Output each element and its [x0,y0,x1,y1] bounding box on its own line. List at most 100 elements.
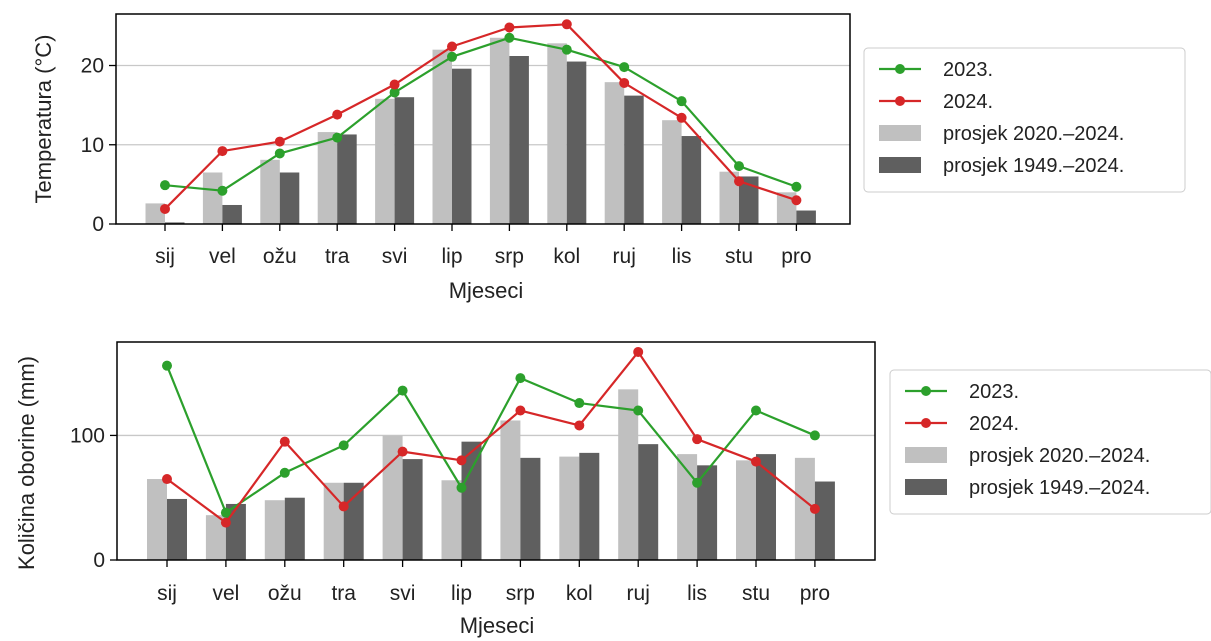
point-2024 [274,136,285,147]
point-2024 [791,195,802,206]
temperature-legend: 2023. 2024. prosjek 2020.–2024. prosjek 194… [863,47,1186,193]
bar-avg-2020-2024 [604,82,625,224]
x-tick-label-kol: kol [566,582,593,605]
point-2023 [633,405,644,416]
y-tick-label: 10 [81,134,104,157]
point-2023 [274,148,285,159]
legend-marker [921,386,931,396]
point-2023 [338,440,349,451]
point-2024 [217,146,228,157]
precipitation-bars [147,389,835,560]
x-tick-label-pro: pro [781,245,811,268]
precipitation-chart: 0 100 sij vel ožu tra svi lip srp kol ruj lis stu pro… [14,341,1211,638]
x-tick-label-lis: lis [672,245,692,268]
point-2024 [692,434,703,445]
precipitation-lines [162,346,820,528]
point-2024 [162,474,172,485]
point-2024 [456,455,467,466]
precipitation-x-axis-label: Mjeseci [460,613,535,638]
point-2023 [692,477,703,488]
legend-label-2023: 2023. [969,381,1019,403]
point-2024 [220,517,231,528]
bar-avg-2020-2024 [794,457,815,560]
bar-avg-2020-2024 [736,460,756,560]
bar-avg-1949-2024 [796,210,816,224]
point-2023 [574,398,585,409]
bar-avg-1949-2024 [394,97,415,224]
point-2023 [397,385,408,396]
point-2024 [389,79,400,90]
bar-avg-2020-2024 [719,171,739,224]
legend-label-avg-1949-2024: prosjek 1949.–2024. [943,155,1124,177]
bar-avg-1949-2024 [814,481,835,560]
bar-avg-2020-2024 [500,420,521,560]
point-2024 [279,436,290,447]
legend-label-2024: 2024. [943,91,993,113]
temperature-x-axis-label: Mjeseci [449,278,524,303]
bar-avg-1949-2024 [402,459,423,560]
point-2023 [389,87,400,98]
x-tick-label-pro: pro [800,582,830,605]
bar-avg-1949-2024 [452,68,472,224]
point-2023 [162,360,172,371]
point-2023 [791,181,802,192]
bar-avg-2020-2024 [264,500,285,560]
precipitation-plot-frame [116,341,876,561]
bar-avg-1949-2024 [461,441,482,560]
temperature-ticks: 0 10 20 sij vel ožu tra svi lip srp kol ruj lis stu pr… [81,55,812,268]
legend-label-avg-1949-2024: prosjek 1949.–2024. [969,477,1150,499]
point-2023 [279,467,290,478]
point-2023 [515,373,526,384]
precipitation-legend: 2023. 2024. prosjek 2020.–2024. prosjek 194… [889,369,1211,515]
point-2023 [332,132,343,143]
y-tick-label: 0 [92,213,104,236]
legend-label-2023: 2023. [943,59,993,81]
point-2024 [734,176,744,187]
point-2023 [447,51,457,62]
bar-avg-1949-2024 [579,452,600,560]
bar-avg-1949-2024 [167,498,187,560]
temperature-y-axis-label: Temperatura (°C) [31,35,56,204]
point-2024 [633,346,644,357]
legend-marker [895,96,905,106]
bar-avg-1949-2024 [681,136,702,224]
bar-avg-1949-2024 [225,503,246,560]
temperature-chart: 0 10 20 sij vel ožu tra svi lip srp kol ruj lis stu pr… [31,13,1186,303]
point-2023 [734,161,744,172]
precipitation-ticks: 0 100 sij vel ožu tra svi lip srp kol ruj lis stu pro [70,424,830,605]
point-2024 [160,203,170,214]
bar-avg-2020-2024 [202,172,223,224]
bar-avg-1949-2024 [566,61,587,225]
x-tick-label-ruj: ruj [627,582,650,605]
x-tick-label-vel: vel [212,582,239,605]
point-2024 [619,77,630,88]
x-tick-label-tra: tra [325,245,350,268]
legend-label-avg-2020-2024: prosjek 2020.–2024. [943,123,1124,145]
bar-avg-1949-2024 [337,134,357,224]
bar-avg-1949-2024 [509,56,529,224]
legend-label-2024: 2024. [969,413,1019,435]
x-tick-label-lip: lip [441,245,462,268]
point-2023 [809,430,820,441]
bar-avg-1949-2024 [222,204,242,224]
point-2024 [332,109,343,120]
point-2024 [574,420,585,431]
x-tick-label-stu: stu [742,582,770,605]
legend-bar-swatch [905,479,947,495]
point-2023 [220,507,231,518]
bar-avg-2020-2024 [662,120,682,224]
bar-avg-2020-2024 [441,480,462,560]
point-2023 [504,32,515,43]
point-2024 [676,112,687,123]
bar-avg-2020-2024 [205,515,226,560]
x-tick-label-lip: lip [451,582,472,605]
point-2023 [751,405,761,416]
bar-avg-1949-2024 [697,465,718,560]
bar-avg-2020-2024 [559,456,580,560]
line-2023 [165,365,816,514]
y-tick-label: 20 [81,55,104,78]
x-tick-label-srp: srp [495,245,524,268]
bar-avg-1949-2024 [279,172,300,224]
bar-avg-2020-2024 [260,159,280,224]
legend-marker [895,64,905,74]
